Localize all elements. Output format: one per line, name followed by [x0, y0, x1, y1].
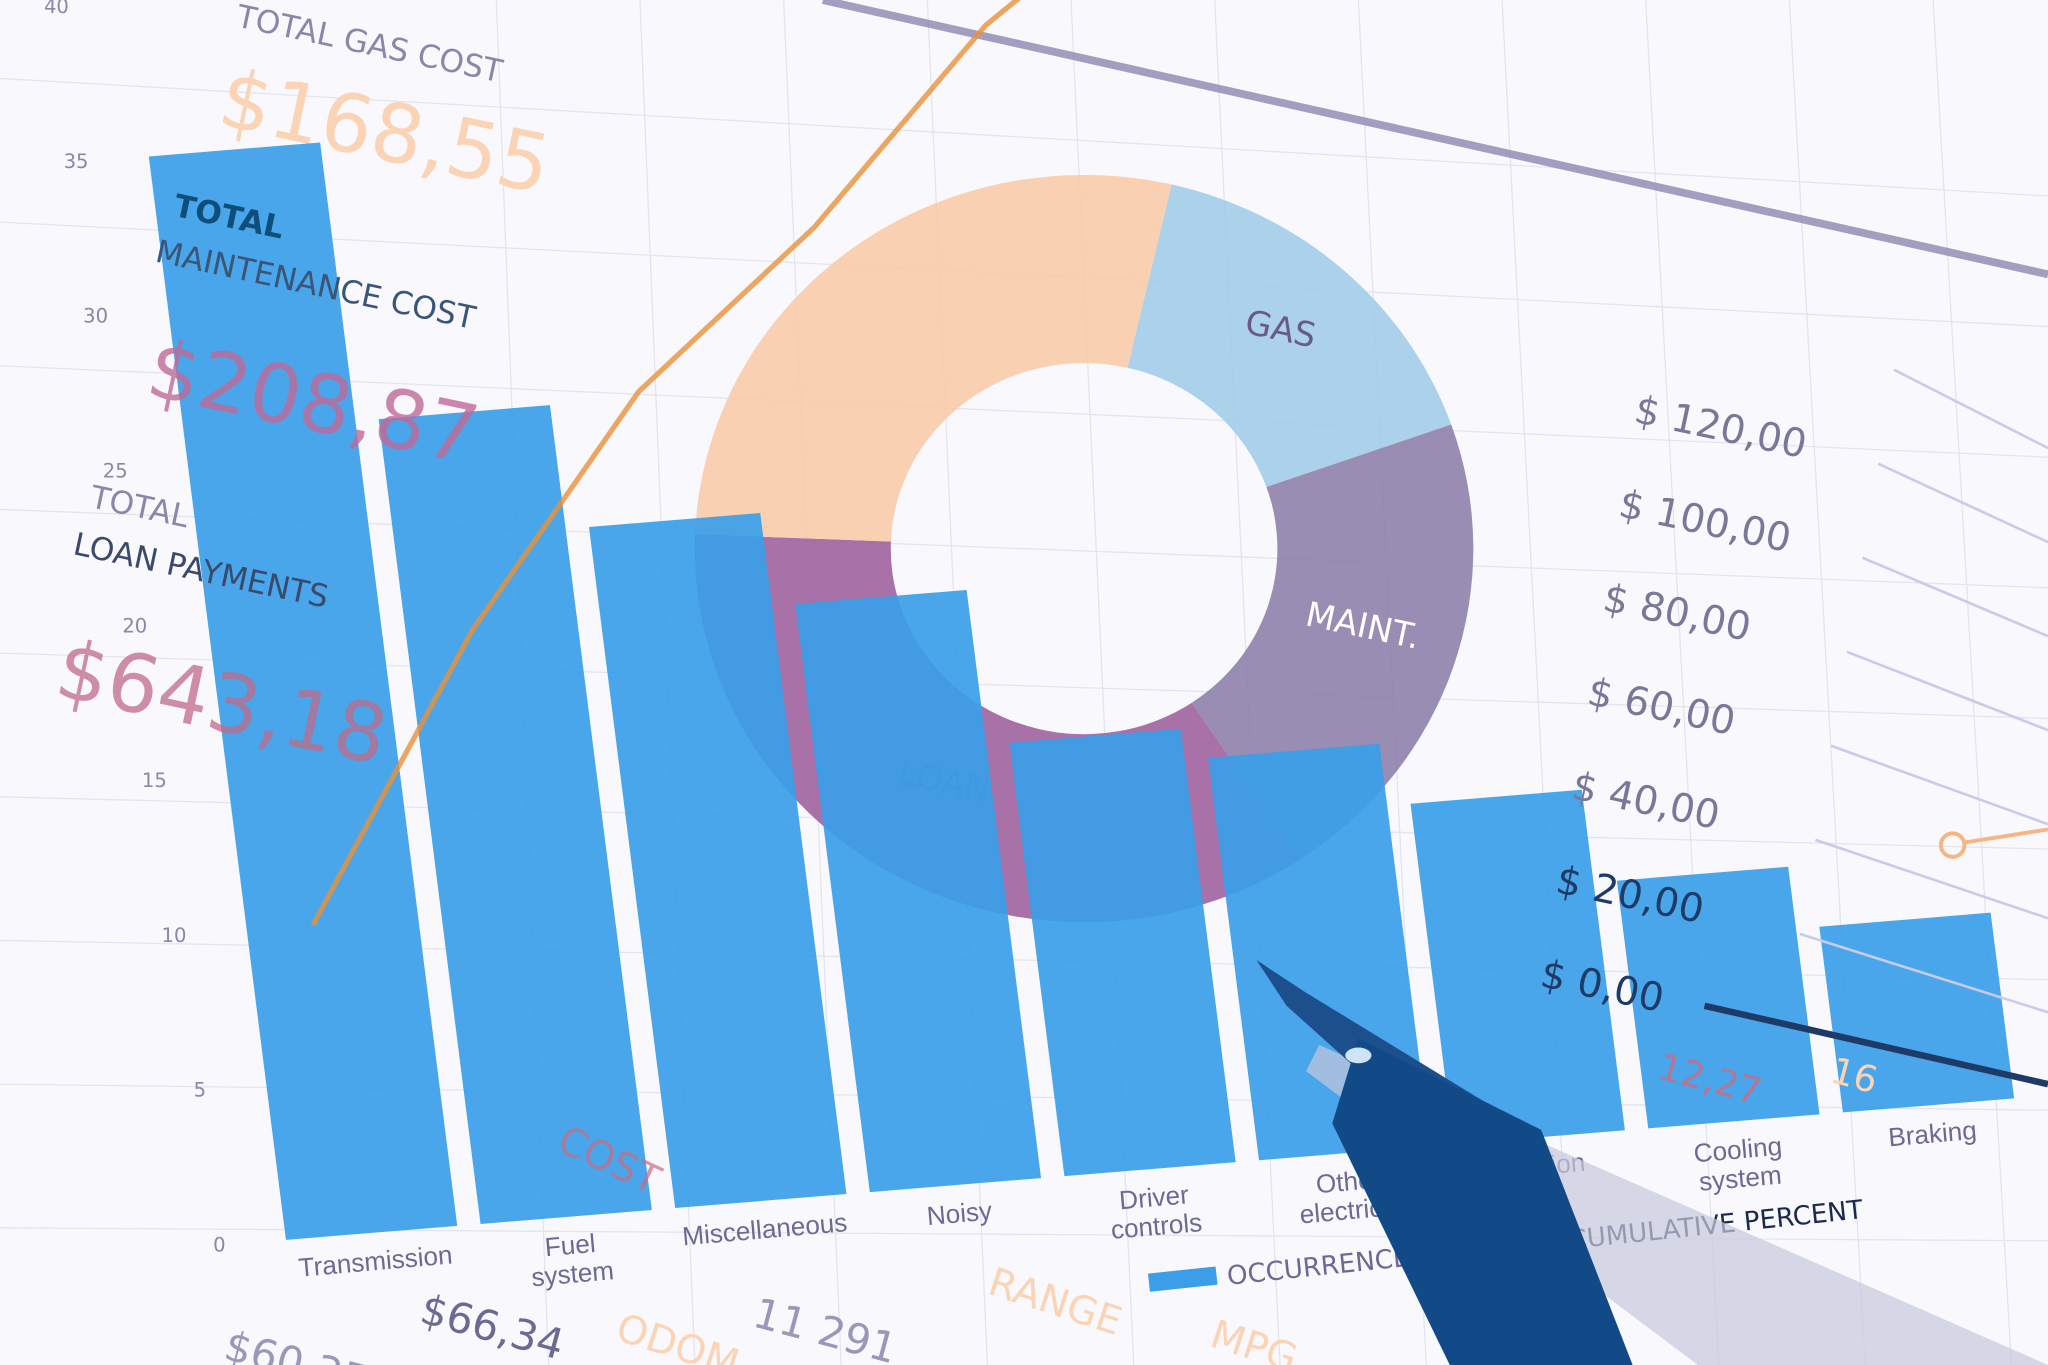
x-category: Fuelsystem — [528, 1227, 616, 1293]
bar-miscellaneous — [588, 513, 847, 1209]
dark-trend-line — [822, 0, 2048, 279]
y-tick: 10 — [162, 924, 187, 947]
orange-marker — [1938, 831, 1967, 859]
donut-slice — [695, 174, 1172, 542]
right-gridline — [1799, 932, 2048, 1014]
pen — [1256, 960, 2048, 1365]
donut-slice — [1191, 424, 1474, 860]
legend-swatch-occurrences — [1148, 1266, 1218, 1292]
right-gridline — [1862, 556, 2048, 638]
donut-slice — [1127, 184, 1452, 487]
x-category: Noisy — [926, 1195, 994, 1231]
right-gridline — [1893, 368, 2048, 450]
x-category: Drivercontrols — [1107, 1178, 1203, 1244]
cumulative-percent-line — [310, 0, 1021, 927]
dark-series-line — [1703, 1002, 2048, 1088]
bar-driver-controls — [1009, 728, 1236, 1177]
orange-series-line — [1964, 827, 2048, 845]
y-tick: 20 — [122, 614, 147, 637]
occurrences-bars — [148, 142, 2015, 1240]
right-gridline — [1846, 650, 2048, 732]
right-gridline — [1830, 744, 2048, 826]
bar-transmission — [148, 142, 458, 1240]
y-axis-ticks: 0 5 10 15 20 25 30 35 40 — [44, 0, 226, 1256]
x-category: Coolingsystem — [1692, 1131, 1785, 1197]
bar-noisy — [795, 589, 1042, 1193]
y-tick: 25 — [103, 460, 128, 483]
y-tick: 0 — [213, 1233, 225, 1256]
y-tick: 5 — [194, 1079, 206, 1102]
right-gridline — [1877, 462, 2048, 544]
y-tick: 40 — [44, 0, 69, 18]
y-tick: 30 — [83, 305, 108, 328]
y-tick: 35 — [64, 150, 89, 173]
bar-ignition — [1410, 789, 1625, 1145]
bar-fuel-system — [378, 405, 652, 1224]
bar-cooling-system — [1616, 866, 1820, 1129]
right-gridline — [1815, 838, 2048, 920]
y-tick: 15 — [142, 769, 167, 792]
